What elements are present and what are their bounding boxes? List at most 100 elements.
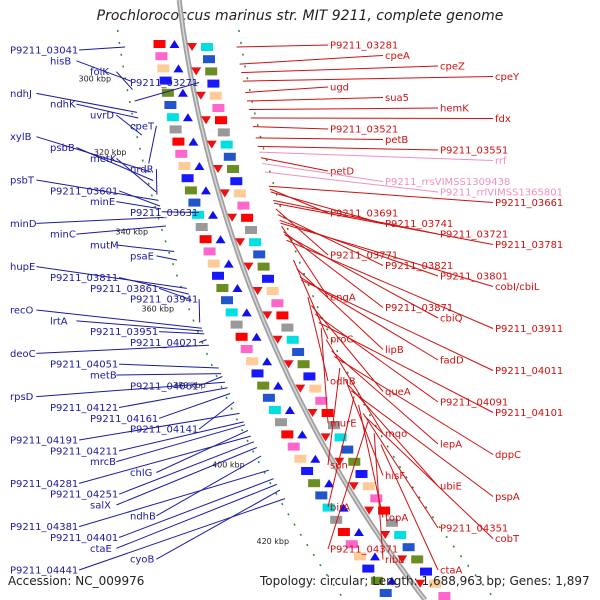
leader-line-left: [156, 455, 262, 517]
gene-label-right: P9211_03521: [330, 125, 398, 136]
leader-line-right: [293, 259, 329, 340]
strand-arrow-reverse: [212, 165, 223, 173]
gene-label-right: topA: [385, 513, 408, 524]
leader-line-left: [116, 244, 175, 252]
gene-label-right: mqo: [385, 429, 407, 440]
leader-line-left: [116, 483, 277, 549]
gene-label-right: cbiQ: [440, 314, 463, 325]
strand-arrow-reverse: [295, 384, 306, 393]
feature-block-right: [276, 311, 289, 320]
inner-tick-ring: [116, 29, 344, 599]
gene-label-left: deoC: [10, 349, 36, 360]
leader-line-left: [116, 447, 257, 506]
leader-line-right: [307, 296, 329, 382]
feature-block-right: [328, 421, 340, 430]
feature-block-left: [330, 515, 343, 524]
leader-line-left: [148, 125, 157, 164]
feature-block-left: [157, 64, 170, 73]
gene-label-right: petB: [385, 135, 408, 146]
gene-label-left: cyoB: [130, 555, 155, 566]
feature-block-right: [394, 531, 407, 539]
gene-label-right: P9211_rrlVIMSS1365801: [440, 188, 563, 199]
leader-line-left: [76, 320, 204, 332]
feature-block-left: [178, 162, 191, 170]
feature-block-left: [188, 198, 201, 207]
gene-label-left: psbT: [10, 176, 35, 187]
strand-arrow-reverse: [201, 116, 212, 125]
gene-label-right: murE: [330, 419, 357, 430]
feature-block-left: [155, 52, 168, 61]
feature-block-left: [308, 479, 321, 488]
gene-label-right: cpeY: [495, 72, 520, 83]
gene-label-right: P9211_03821: [385, 261, 453, 272]
gene-label-left: nrdR: [130, 165, 154, 176]
leader-line-left: [116, 373, 222, 376]
feature-block-right: [315, 396, 328, 405]
feature-block-right: [420, 567, 432, 576]
strand-arrow-reverse: [307, 409, 318, 417]
strand-arrow-forward: [177, 88, 188, 97]
leader-line-left: [116, 114, 143, 136]
gene-label-right: queA: [385, 387, 411, 398]
feature-block-left: [161, 88, 174, 97]
leader-line-left: [155, 169, 158, 195]
leader-line-right: [236, 44, 329, 48]
gene-label-left: psbB: [50, 143, 75, 154]
gene-label-left: mutM: [90, 241, 119, 252]
gene-label-right: dppC: [495, 450, 521, 461]
leader-line-left: [36, 309, 202, 329]
gene-label-right: ctaA: [440, 566, 463, 577]
gene-label-left: ndhK: [50, 100, 76, 111]
leader-line-right: [300, 279, 494, 371]
genome-title: Prochlorococcus marinus str. MIT 9211, c…: [96, 8, 504, 24]
feature-block-left: [221, 296, 233, 305]
gene-label-left: P9211_03941: [130, 295, 198, 306]
feature-block-left: [362, 564, 375, 573]
gene-label-right: cobT: [495, 534, 520, 545]
gene-label-left: P9211_04021: [130, 338, 198, 349]
leader-line-left: [158, 393, 231, 419]
strand-arrow-forward: [207, 210, 218, 219]
feature-block-right: [266, 287, 279, 295]
feature-block-right: [309, 384, 322, 393]
gene-label-right: P9211_03721: [440, 230, 508, 241]
gene-label-right: rrf: [495, 156, 507, 167]
feature-block-right: [303, 372, 316, 381]
gene-label-left: lrtA: [50, 316, 68, 327]
gene-label-right: P9211_04351: [440, 524, 508, 535]
feature-block-left: [294, 454, 307, 463]
leader-line-right: [264, 171, 439, 193]
gene-label-right: P9211_03281: [330, 41, 398, 52]
leader-line-right: [275, 208, 329, 256]
strand-arrow-reverse: [252, 287, 263, 295]
strand-arrow-forward: [188, 137, 199, 146]
gene-label-left: uvrD: [90, 111, 114, 122]
feature-block-right: [411, 555, 424, 564]
gene-label-right: sun: [330, 461, 348, 472]
leader-line-right: [347, 384, 439, 487]
feature-block-right: [362, 482, 375, 491]
leader-line-right: [380, 444, 439, 571]
feature-block-right: [429, 579, 442, 588]
gene-label-left: P9211_04141: [130, 425, 198, 436]
gene-label-right: P9211_03661: [495, 198, 563, 209]
strand-arrow-forward: [284, 406, 295, 414]
gene-label-right: P9211_rrsVIMSS1309438: [385, 177, 510, 188]
gene-label-left: ctaE: [90, 544, 112, 555]
feature-block-left: [164, 101, 177, 109]
strand-arrow-forward: [338, 503, 349, 512]
leader-line-left: [161, 211, 200, 213]
feature-block-right: [438, 592, 451, 600]
outer-tick-ring: [238, 29, 495, 599]
gene-label-right: ubiE: [440, 482, 462, 493]
leader-line-right: [362, 413, 439, 529]
strand-arrow-reverse: [364, 506, 375, 515]
gene-label-left: P9211_03631: [130, 208, 198, 219]
feature-block-right: [253, 250, 266, 259]
gene-label-right: P9211_03551: [440, 146, 508, 157]
feature-block-right: [348, 457, 361, 466]
gene-label-left: P9211_04121: [50, 403, 118, 414]
feature-block-right: [286, 335, 299, 344]
leader-line-right: [277, 214, 384, 266]
leader-line-left: [116, 424, 246, 463]
